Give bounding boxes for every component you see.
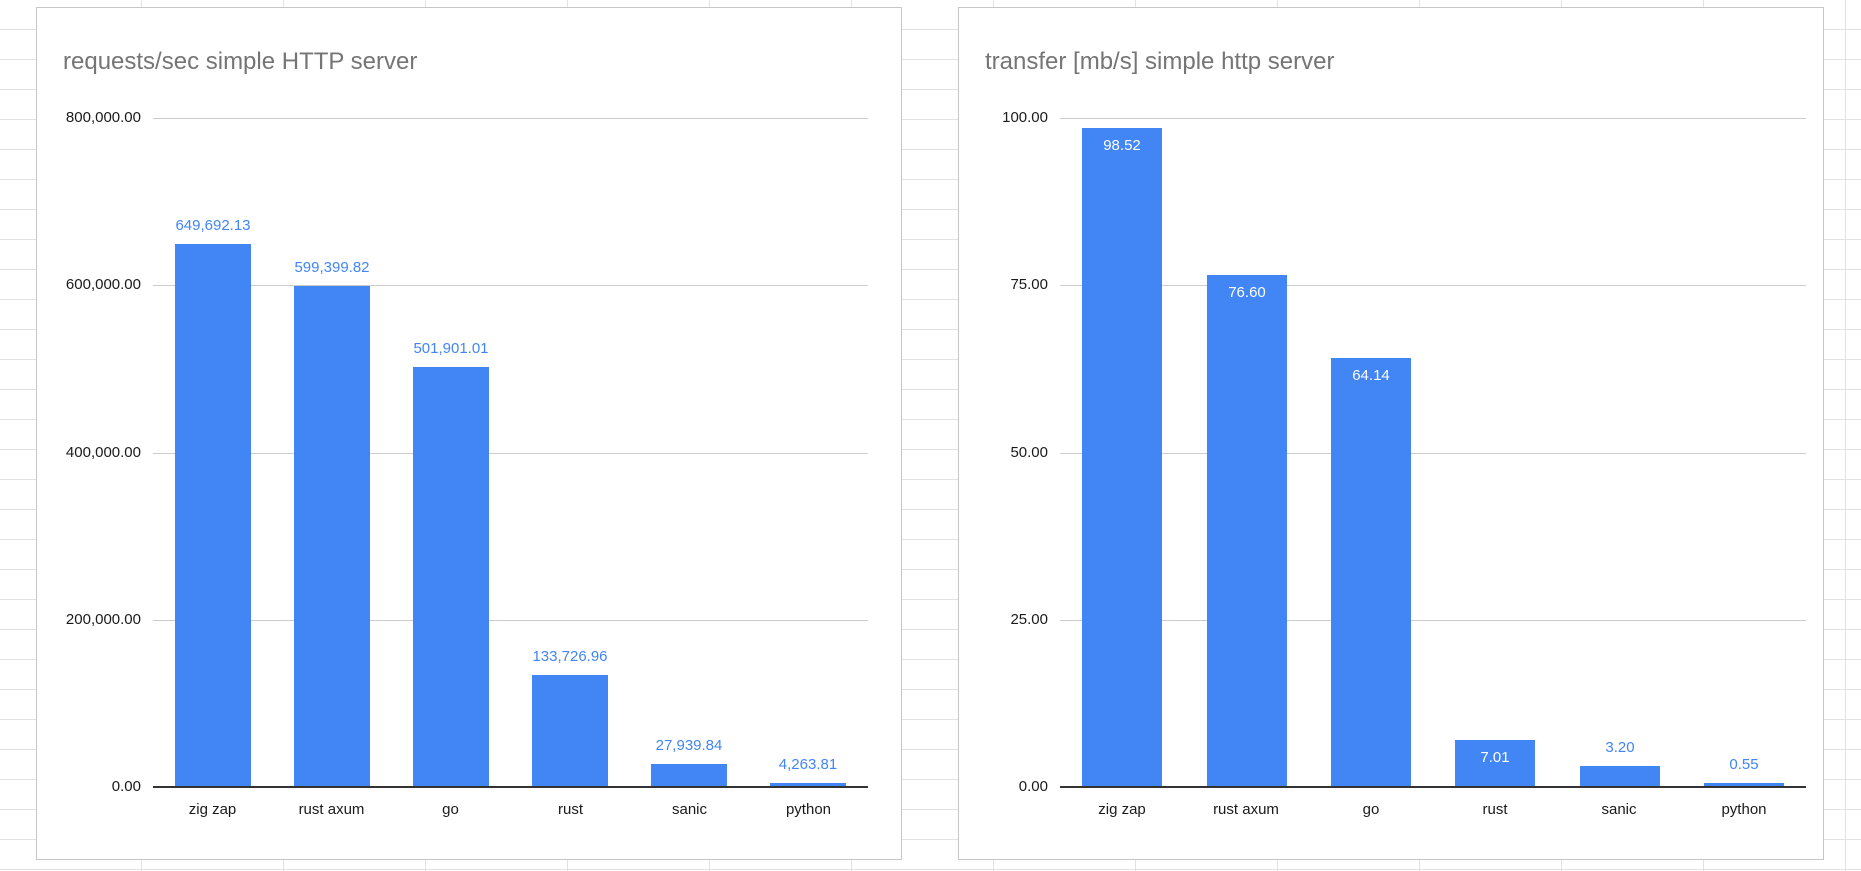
bar[interactable] (1455, 740, 1535, 787)
x-axis-category-label: go (1362, 801, 1380, 818)
bar[interactable] (651, 764, 727, 787)
y-axis-tick-label: 200,000.00 (65, 611, 141, 628)
bar-value-label: 98.52 (1103, 137, 1141, 154)
bar-value-label: 501,901.01 (413, 340, 489, 357)
bar-value-label: 64.14 (1352, 367, 1390, 384)
bar[interactable] (175, 244, 251, 787)
bar[interactable] (770, 783, 846, 787)
bar-value-label: 0.55 (1729, 756, 1759, 773)
x-axis-category-label: python (785, 801, 832, 818)
x-axis-category-label: rust (557, 801, 583, 818)
x-axis-line (1060, 786, 1806, 788)
y-gridline (1060, 453, 1806, 454)
y-gridline (153, 118, 868, 119)
x-axis-category-label: rust axum (298, 801, 365, 818)
x-axis-category-label: python (1721, 801, 1767, 818)
bar[interactable] (413, 367, 489, 787)
y-gridline (1060, 118, 1806, 119)
bar-value-label: 599,399.82 (294, 259, 370, 276)
bar[interactable] (1580, 766, 1660, 787)
y-axis-tick-label: 800,000.00 (65, 109, 141, 126)
x-axis-category-label: zig zap (1098, 801, 1146, 818)
x-axis-line (153, 786, 868, 788)
bar-value-label: 4,263.81 (778, 756, 838, 773)
y-axis-tick-label: 100.00 (1002, 109, 1048, 126)
bar[interactable] (1082, 128, 1162, 787)
y-axis-tick-label: 0.00 (1018, 778, 1048, 795)
bar[interactable] (294, 286, 370, 787)
y-axis-tick-label: 600,000.00 (65, 276, 141, 293)
y-axis-tick-label: 75.00 (1010, 276, 1048, 293)
chart-title: transfer [mb/s] simple http server (985, 48, 1335, 75)
x-axis-category-label: sanic (671, 801, 708, 818)
x-axis-category-label: rust axum (1213, 801, 1279, 818)
y-gridline (153, 620, 868, 621)
y-axis-tick-label: 25.00 (1010, 611, 1048, 628)
x-axis-category-label: go (442, 801, 459, 818)
bar[interactable] (1207, 275, 1287, 787)
bar[interactable] (1704, 783, 1784, 787)
bar-value-label: 649,692.13 (175, 217, 251, 234)
y-gridline (1060, 620, 1806, 621)
y-axis-tick-label: 400,000.00 (65, 444, 141, 461)
y-axis-tick-label: 50.00 (1010, 444, 1048, 461)
x-axis-category-label: rust (1482, 801, 1508, 818)
bar[interactable] (532, 675, 608, 787)
bar-value-label: 133,726.96 (532, 648, 608, 665)
bar-value-label: 27,939.84 (655, 737, 723, 754)
bar-value-label: 76.60 (1228, 284, 1266, 301)
y-gridline (153, 285, 868, 286)
x-axis-category-label: sanic (1601, 801, 1637, 818)
chart-card-transfer-mbps[interactable]: transfer [mb/s] simple http server 0.00 2… (958, 7, 1824, 860)
x-axis-category-label: zig zap (188, 801, 237, 818)
y-axis-tick-label: 0.00 (111, 778, 141, 795)
y-gridline (153, 453, 868, 454)
bar[interactable] (1331, 358, 1411, 787)
bar-value-label: 3.20 (1605, 739, 1635, 756)
chart-title: requests/sec simple HTTP server (63, 48, 418, 75)
bar-value-label: 7.01 (1480, 749, 1510, 766)
y-gridline (1060, 285, 1806, 286)
chart-card-requests-per-sec[interactable]: requests/sec simple HTTP server 0.00 200,… (36, 7, 902, 860)
